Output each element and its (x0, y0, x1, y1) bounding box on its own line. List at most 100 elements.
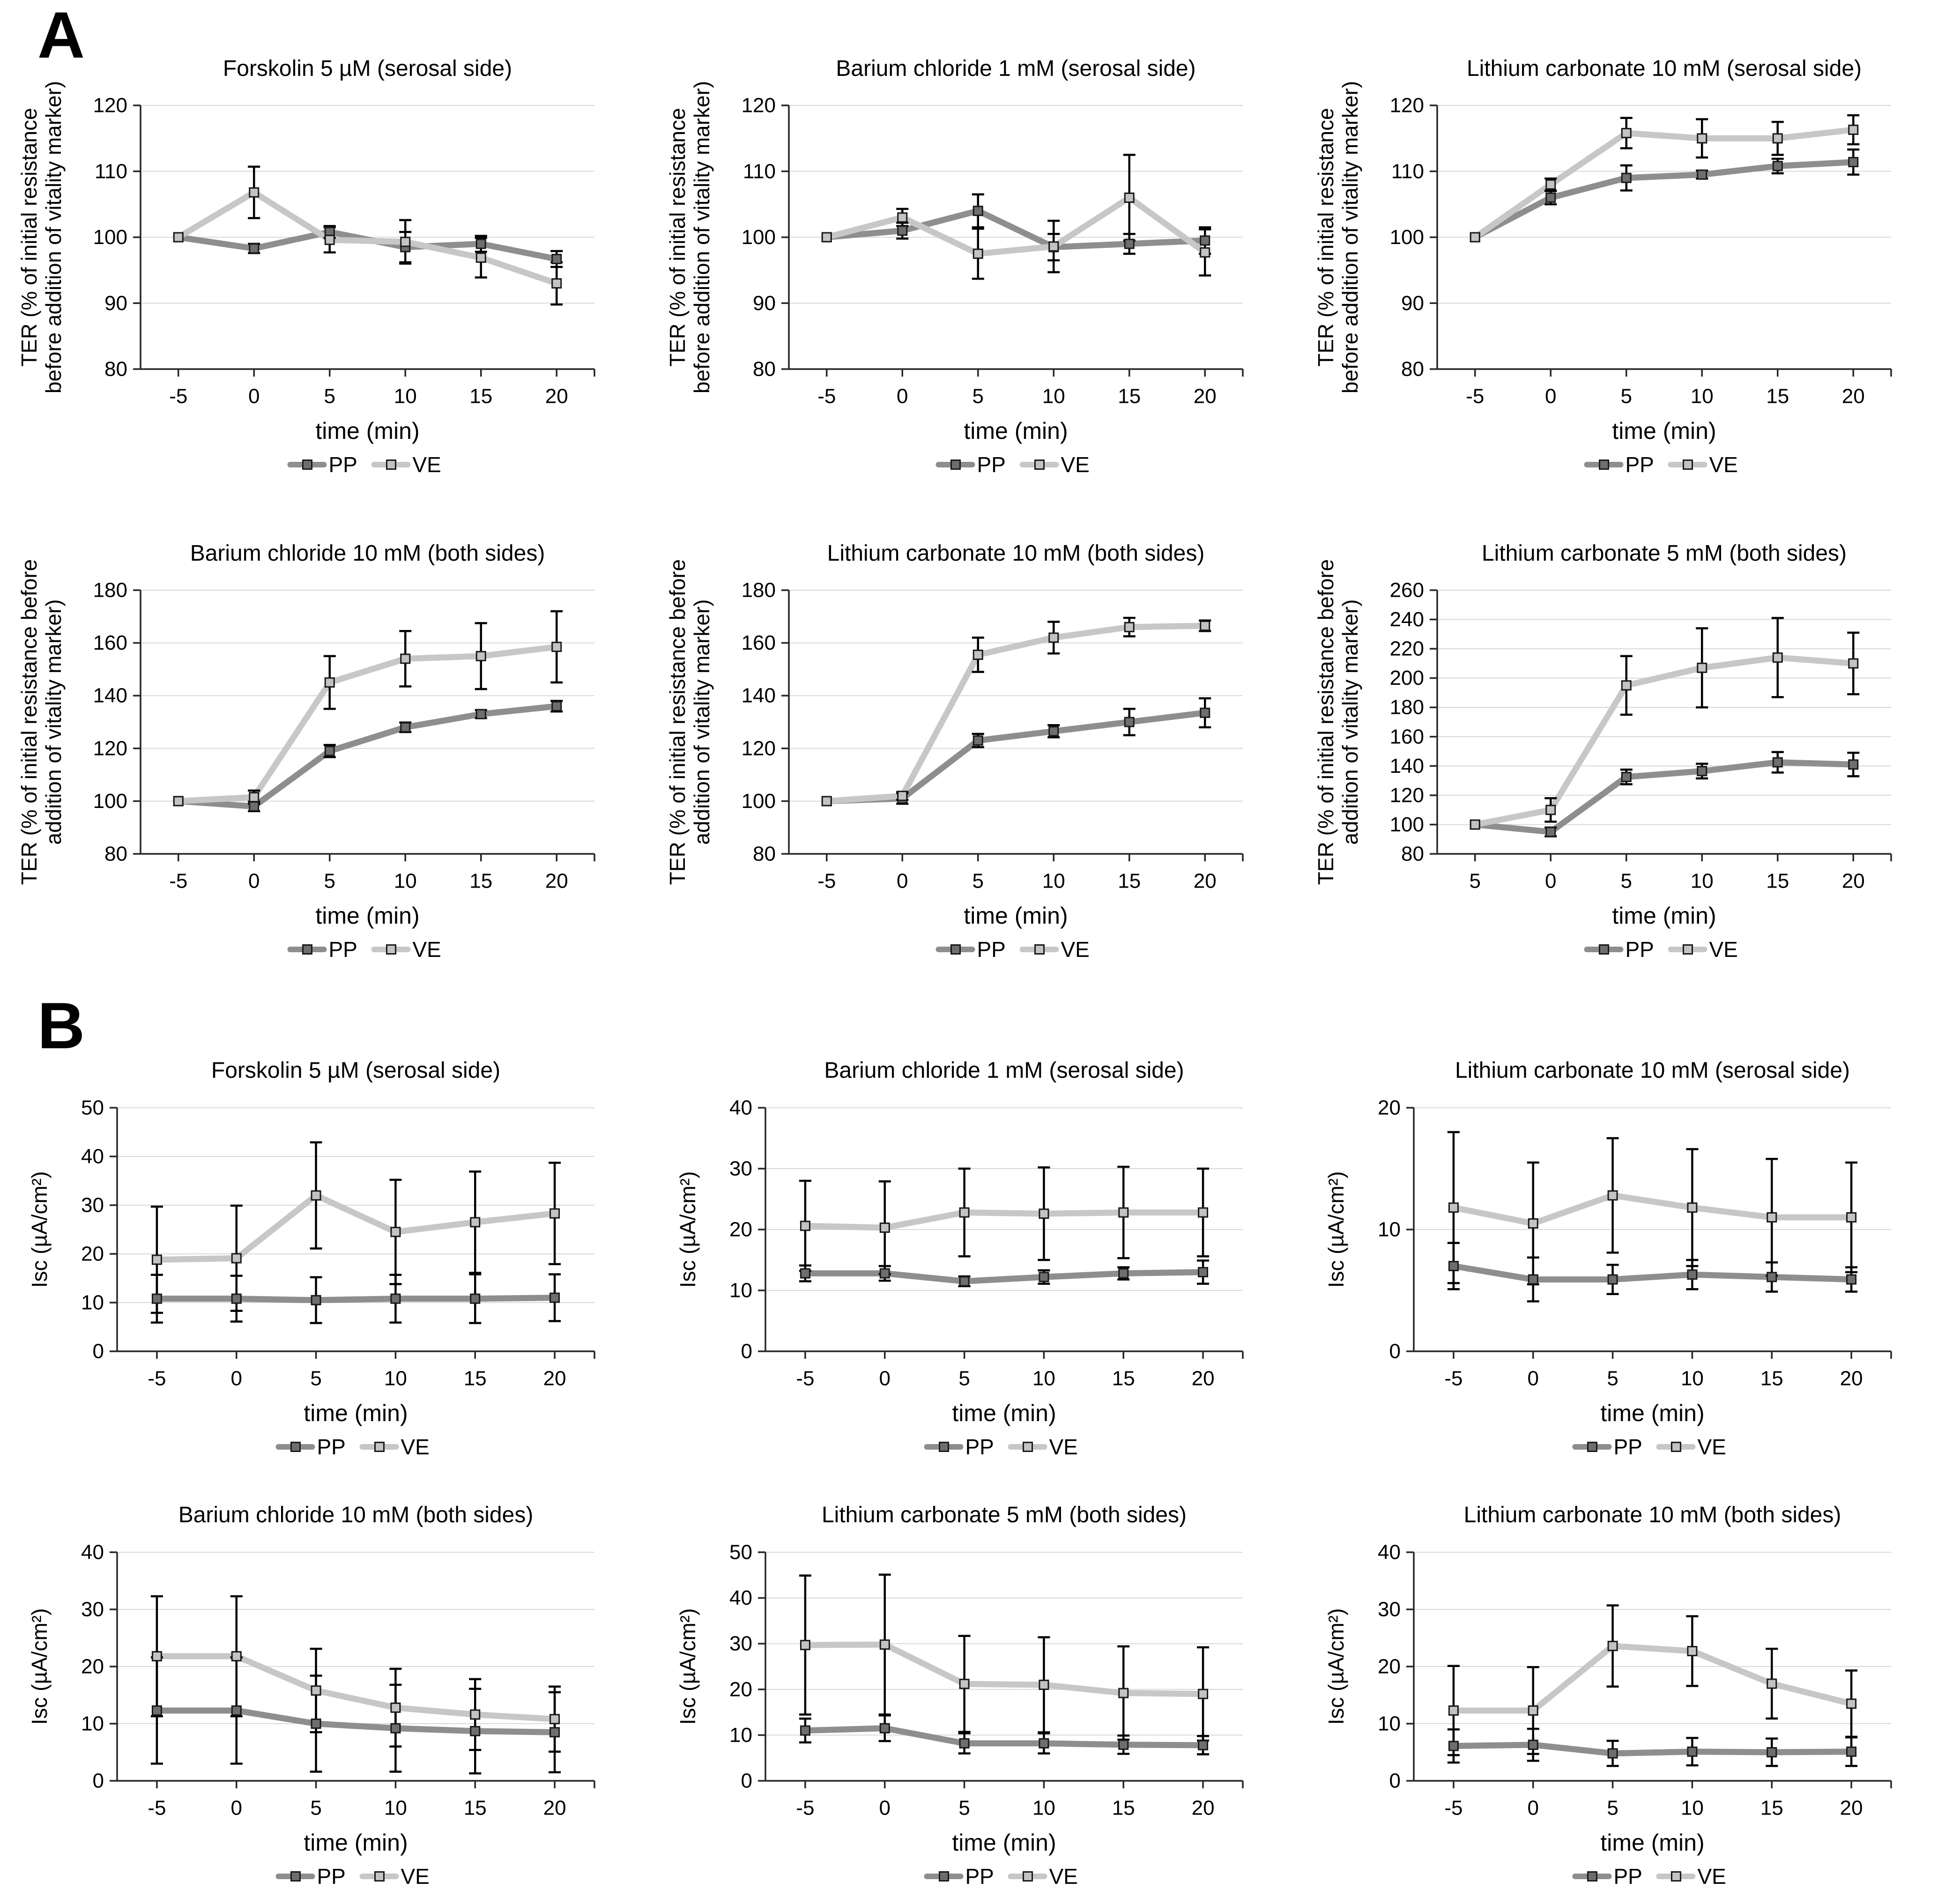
x-axis-label: time (min) (315, 903, 419, 929)
data-point-marker-pp (972, 206, 983, 216)
data-point-marker-pp (1697, 766, 1707, 777)
x-tick-label: 5 (958, 1797, 970, 1820)
x-tick-label: 0 (248, 870, 260, 893)
legend-item-pp: PP (275, 1435, 346, 1459)
y-tick-label: 50 (729, 1541, 752, 1564)
data-point-marker-pp (1039, 1272, 1049, 1282)
x-tick-label: 20 (1194, 385, 1217, 408)
x-tick-label: 5 (1621, 385, 1632, 408)
data-point-marker-ve (1772, 133, 1783, 144)
data-point-marker-pp (249, 243, 260, 254)
data-point-marker-pp (1607, 1748, 1618, 1759)
x-axis-label: time (min) (1600, 1400, 1704, 1426)
data-point-marker-ve (324, 235, 335, 245)
data-point-marker-pp (959, 1738, 970, 1748)
data-point-marker-ve (1470, 232, 1480, 243)
series-line-pp (154, 1707, 558, 1735)
x-tick-label: 20 (1840, 1367, 1863, 1390)
x-axis-label: time (min) (964, 903, 1068, 929)
data-point-marker-ve (549, 1714, 560, 1725)
data-point-marker-ve (475, 651, 486, 661)
data-point-marker-pp (1772, 161, 1783, 171)
data-point-marker-ve (1545, 179, 1556, 190)
chart-title: Lithium carbonate 10 mM (serosal side) (1467, 56, 1862, 81)
data-point-marker-ve (151, 1254, 162, 1265)
data-point-marker-ve (1198, 1689, 1209, 1699)
y-tick-label: 180 (742, 579, 776, 602)
data-point-marker-ve (1697, 662, 1707, 673)
legend-item-label: VE (1049, 1435, 1078, 1459)
x-axis-label: time (min) (952, 1830, 1056, 1856)
data-point-marker-pp (1198, 1267, 1209, 1277)
data-point-marker-pp (249, 801, 260, 812)
y-tick-label: 120 (1390, 94, 1424, 117)
x-tick-label: 0 (879, 1797, 891, 1820)
x-tick-label: 20 (543, 1797, 566, 1820)
x-tick-label: -5 (148, 1367, 166, 1390)
legend-item-label: PP (1614, 1435, 1642, 1459)
data-point-marker-pp (324, 746, 335, 756)
chart-b-barium-chloride-1mm-serosal-isc: Barium chloride 1 mM (serosal side) Isc (… (676, 1058, 1244, 1459)
data-point-marker-ve (821, 232, 832, 243)
series-line-ve (802, 1209, 1206, 1231)
y-tick-label: 30 (1378, 1598, 1401, 1621)
series-line-pp (824, 710, 1208, 804)
data-point-marker-ve (879, 1639, 890, 1650)
x-tick-label: 15 (1760, 1797, 1783, 1820)
y-tick-label: 180 (93, 579, 127, 602)
data-point-marker-ve (1448, 1705, 1459, 1716)
y-axis-label: TER (% of initial resistance before (665, 559, 690, 885)
y-tick-label: 0 (93, 1340, 104, 1363)
y-tick-label: 10 (729, 1279, 752, 1302)
data-point-marker-ve (821, 796, 832, 807)
data-point-marker-ve (475, 252, 486, 263)
y-tick-label: 30 (729, 1632, 752, 1655)
x-axis-label: time (min) (1612, 418, 1716, 444)
legend-item-pp: PP (275, 1864, 346, 1889)
data-point-marker-pp (551, 253, 562, 264)
chart-b-lithium-carbonate-10mm-both-isc: Lithium carbonate 10 mM (both sides) Isc … (1324, 1503, 1892, 1889)
data-point-marker-pp (1124, 717, 1135, 727)
data-point-marker-ve (400, 237, 411, 247)
legend-item-ve: VE (359, 1435, 430, 1459)
series-line-pp (175, 229, 560, 262)
y-tick-label: 160 (93, 631, 127, 654)
legend-item-ve: VE (1008, 1435, 1078, 1459)
chart-a-lithium-carbonate-10mm-serosal-ter: Lithium carbonate 10 mM (serosal side) TE… (1314, 56, 1892, 477)
x-tick-label: 20 (1842, 870, 1865, 893)
chart-cell: Barium chloride 10 mM (both sides) TER (%… (0, 504, 648, 988)
y-tick-label: 120 (93, 94, 127, 117)
y-axis-label: Isc (µA/cm²) (1324, 1171, 1348, 1288)
y-axis-label: Isc (µA/cm²) (27, 1608, 52, 1725)
x-tick-label: 0 (1545, 385, 1556, 408)
series-line-pp (1472, 759, 1856, 835)
data-point-marker-pp (1621, 771, 1632, 782)
chart-a-forskolin-5um-serosal-ter: Forskolin 5 µM (serosal side) TER (% of i… (17, 56, 595, 477)
y-tick-label: 100 (1390, 226, 1424, 249)
x-tick-label: 10 (384, 1367, 407, 1390)
legend-item-label: VE (1061, 452, 1090, 477)
y-axis-label: before addition of vitality marker) (1338, 81, 1362, 393)
data-point-marker-ve (1767, 1212, 1777, 1222)
data-point-marker-ve (1848, 125, 1859, 135)
legend-item-label: VE (1698, 1435, 1726, 1459)
data-point-marker-pp (231, 1293, 242, 1304)
x-axis-label: time (min) (952, 1400, 1056, 1426)
x-tick-label: 15 (1760, 1367, 1783, 1390)
x-tick-label: -5 (148, 1797, 166, 1820)
data-point-marker-pp (1448, 1741, 1459, 1751)
legend-item-pp: PP (287, 937, 357, 962)
x-axis-label: time (min) (304, 1400, 408, 1426)
data-point-marker-ve (1767, 1678, 1777, 1689)
legend-item-pp: PP (287, 452, 357, 477)
chart-cell: Lithium carbonate 5 mM (both sides) TER (… (1297, 504, 1945, 988)
x-tick-label: 20 (1842, 385, 1865, 408)
series-line-ve (802, 1641, 1206, 1697)
data-point-marker-ve (800, 1640, 810, 1651)
x-tick-label: 10 (1691, 385, 1714, 408)
data-point-marker-pp (800, 1725, 810, 1736)
data-point-marker-ve (1697, 133, 1707, 144)
x-tick-label: 15 (469, 870, 492, 893)
y-tick-label: 30 (729, 1157, 752, 1180)
y-axis-label: TER (% of initial resistance (1314, 108, 1338, 366)
